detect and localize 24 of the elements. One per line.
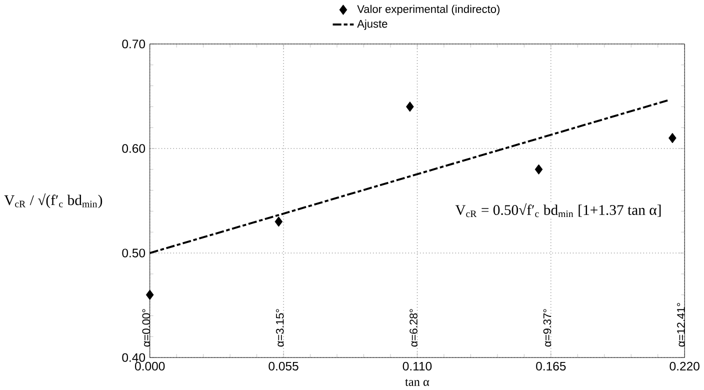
point [406, 102, 414, 112]
x-tick-label: 0.110 [402, 362, 432, 371]
y-tick-label: 0.50 [122, 248, 146, 258]
x-tick-label: 0.055 [268, 362, 298, 371]
annotation: α=6.28° [410, 309, 418, 347]
y-tick-label: 0.70 [122, 40, 146, 48]
point [274, 216, 283, 227]
x-tick-label: 0.220 [670, 362, 700, 371]
point [534, 164, 543, 175]
x-tick-label: 0.000 [135, 362, 165, 371]
annotation: α=3.15° [276, 309, 284, 347]
y-tick-label: 0.40 [122, 353, 146, 362]
y-axis-title: V$_{cR}$ / √(f′$_{c}$ bd$_{min}$) [4, 193, 102, 208]
annotation: α=12.41° [677, 302, 685, 347]
annotation: α=9.37° [543, 309, 552, 347]
point [668, 132, 676, 144]
legend-label: Valor experimental (indirecto) [357, 4, 500, 16]
annotation: α=0.00° [142, 309, 150, 347]
legend-label: Ajuste [357, 20, 388, 30]
x-tick-label: 0.165 [536, 362, 566, 371]
annotation: V$_{cR}$ = 0.50√f′$_{c}$ bd$_{min}$ [1+1.37 tan α] [455, 203, 661, 218]
y-tick-label: 0.60 [122, 144, 146, 153]
point [146, 290, 154, 300]
x-axis-title: tan α [405, 378, 430, 386]
